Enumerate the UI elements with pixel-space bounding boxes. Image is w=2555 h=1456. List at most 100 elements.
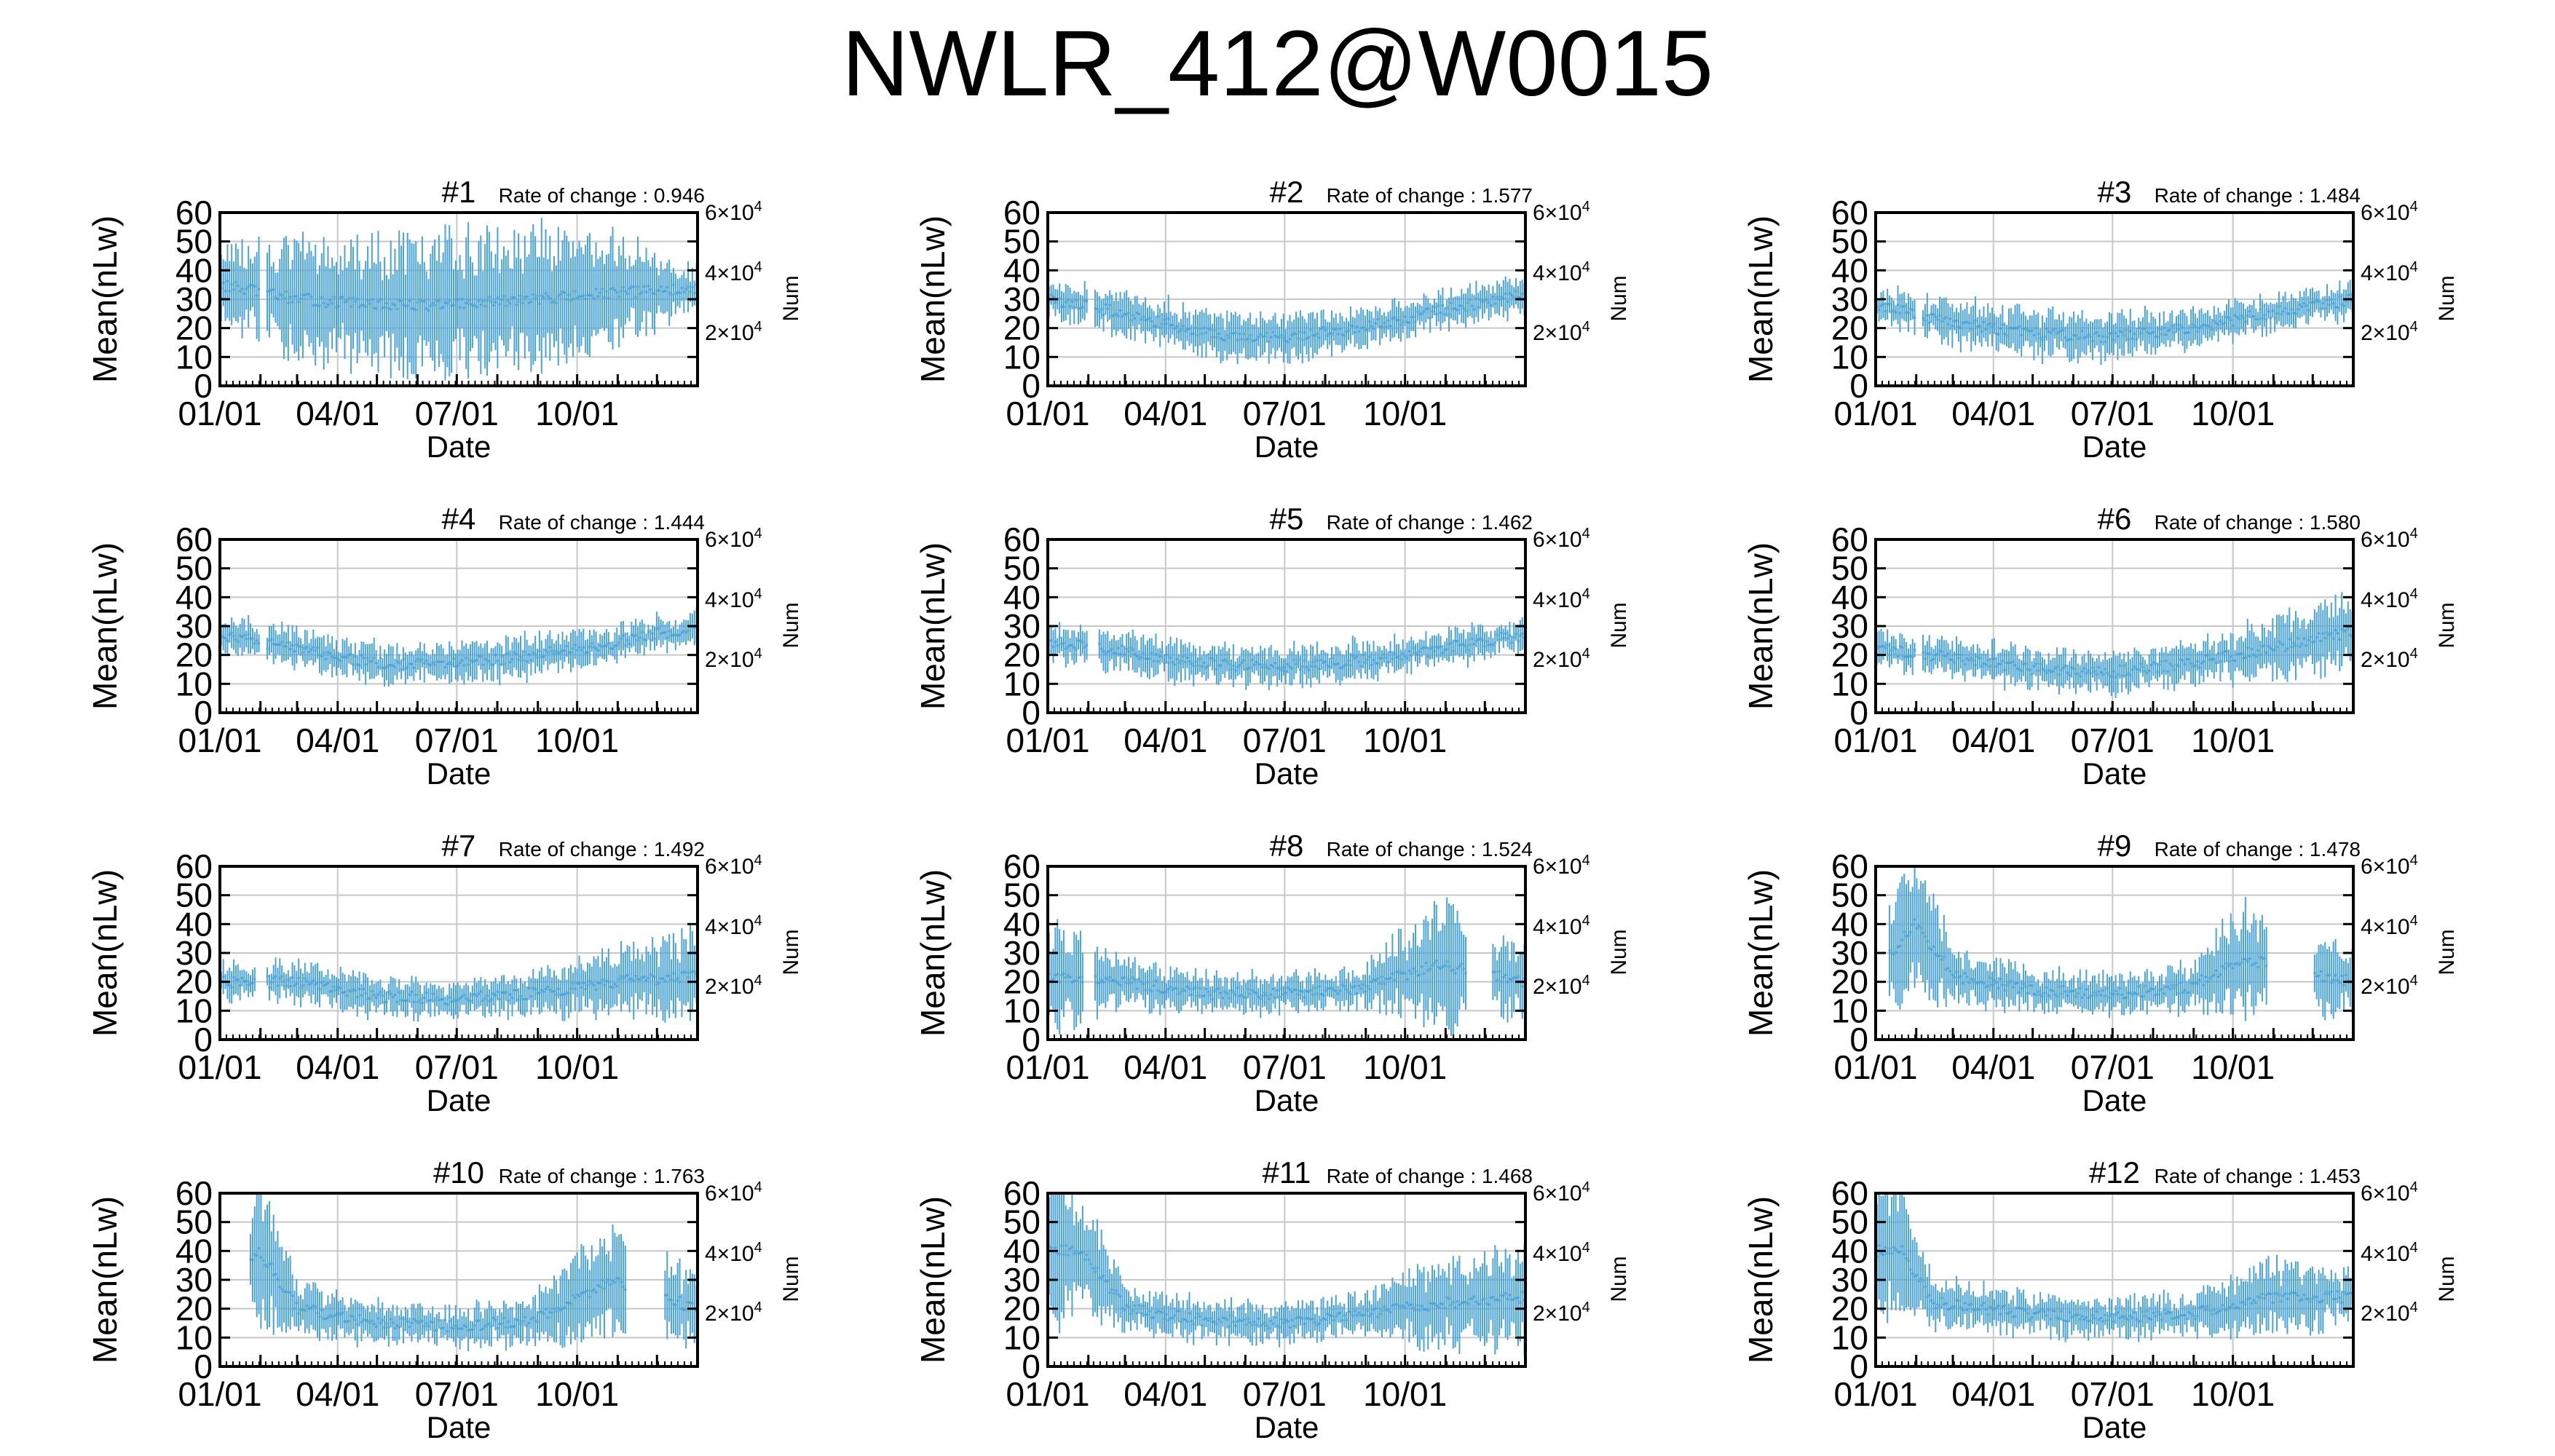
x-tick-label: 01/01 bbox=[1833, 721, 1917, 759]
data-point bbox=[1416, 974, 1419, 977]
data-point bbox=[1249, 992, 1252, 995]
data-point bbox=[546, 986, 549, 989]
data-point bbox=[1102, 981, 1105, 984]
data-point bbox=[2206, 980, 2209, 983]
data-point bbox=[299, 646, 302, 649]
data-point bbox=[460, 659, 463, 662]
data-point bbox=[1069, 644, 1072, 646]
data-point bbox=[1500, 981, 1503, 984]
data-point bbox=[651, 632, 654, 635]
data-point bbox=[680, 971, 683, 974]
data-point bbox=[462, 306, 465, 309]
data-point bbox=[2347, 294, 2350, 297]
data-point bbox=[1062, 642, 1065, 645]
data-point bbox=[2082, 993, 2085, 996]
data-point bbox=[2060, 329, 2063, 332]
x-tick-label: 07/01 bbox=[415, 395, 499, 432]
data-point bbox=[2108, 674, 2111, 677]
data-point bbox=[354, 655, 357, 658]
data-point bbox=[1410, 654, 1413, 657]
data-point bbox=[2150, 987, 2153, 990]
y-tick-label: 60 bbox=[175, 521, 213, 558]
data-point bbox=[299, 297, 302, 300]
data-point bbox=[381, 306, 384, 309]
data-point bbox=[2200, 662, 2203, 665]
data-point bbox=[234, 638, 237, 641]
data-point bbox=[392, 995, 395, 998]
data-point bbox=[1282, 666, 1285, 669]
data-point bbox=[1359, 987, 1362, 990]
data-point bbox=[567, 651, 570, 654]
data-point bbox=[1970, 657, 1972, 660]
data-point bbox=[2144, 670, 2147, 673]
data-point bbox=[572, 982, 574, 985]
data-point bbox=[567, 293, 570, 296]
data-point bbox=[1065, 976, 1067, 979]
data-point bbox=[1268, 340, 1271, 343]
y-tick-label: 50 bbox=[1831, 223, 1868, 261]
data-point bbox=[2051, 670, 2054, 673]
data-point bbox=[2160, 987, 2163, 990]
data-point bbox=[1347, 991, 1350, 994]
data-point bbox=[2318, 974, 2321, 977]
data-point bbox=[2047, 331, 2050, 333]
data-point bbox=[1356, 992, 1359, 995]
data-point bbox=[381, 666, 384, 669]
data-point bbox=[1339, 989, 1342, 992]
data-point bbox=[2211, 328, 2214, 331]
data-point bbox=[1196, 994, 1199, 997]
data-point bbox=[2184, 331, 2187, 334]
data-point bbox=[1232, 664, 1235, 667]
data-point bbox=[395, 660, 398, 662]
data-point bbox=[234, 978, 237, 981]
data-point bbox=[356, 663, 359, 666]
data-point bbox=[383, 306, 386, 309]
data-point bbox=[693, 627, 696, 630]
data-point bbox=[318, 988, 321, 991]
data-point bbox=[1056, 644, 1059, 647]
data-point bbox=[2252, 315, 2255, 318]
data-point bbox=[1441, 652, 1444, 654]
data-point bbox=[270, 981, 273, 984]
data-point bbox=[412, 1000, 415, 1003]
data-point bbox=[599, 644, 601, 647]
data-point bbox=[615, 985, 618, 988]
data-point bbox=[1215, 336, 1218, 339]
data-point bbox=[1320, 993, 1323, 996]
data-point bbox=[498, 303, 501, 306]
data-point bbox=[1292, 659, 1295, 662]
data-point bbox=[1426, 307, 1429, 310]
data-point bbox=[2187, 331, 2190, 334]
data-point bbox=[1462, 643, 1465, 646]
data-point bbox=[477, 992, 480, 995]
data-point bbox=[1175, 657, 1178, 660]
data-point bbox=[1895, 951, 1898, 954]
y-tick-label: 10 bbox=[1831, 665, 1868, 703]
data-point bbox=[245, 638, 248, 641]
data-point bbox=[1086, 644, 1089, 646]
data-point bbox=[1161, 650, 1164, 653]
data-point bbox=[1890, 649, 1893, 652]
data-point bbox=[540, 655, 543, 658]
data-point bbox=[1314, 986, 1316, 989]
data-point bbox=[1290, 667, 1293, 670]
data-point bbox=[1936, 318, 1939, 321]
data-point bbox=[2154, 335, 2157, 338]
data-point bbox=[1146, 981, 1149, 984]
data-point bbox=[1196, 664, 1199, 667]
data-point bbox=[2026, 992, 2029, 994]
data-point bbox=[1108, 649, 1111, 652]
data-point bbox=[1424, 646, 1427, 649]
data-point bbox=[2060, 669, 2063, 672]
data-point bbox=[1986, 323, 1989, 326]
data-point bbox=[582, 294, 585, 297]
data-point bbox=[647, 976, 649, 979]
data-point bbox=[1190, 662, 1193, 665]
data-point bbox=[1265, 994, 1268, 997]
data-point bbox=[1144, 989, 1147, 992]
data-point bbox=[1096, 308, 1099, 311]
y-tick-label: 40 bbox=[175, 905, 213, 943]
data-point bbox=[1299, 668, 1302, 671]
data-point bbox=[1060, 643, 1063, 646]
